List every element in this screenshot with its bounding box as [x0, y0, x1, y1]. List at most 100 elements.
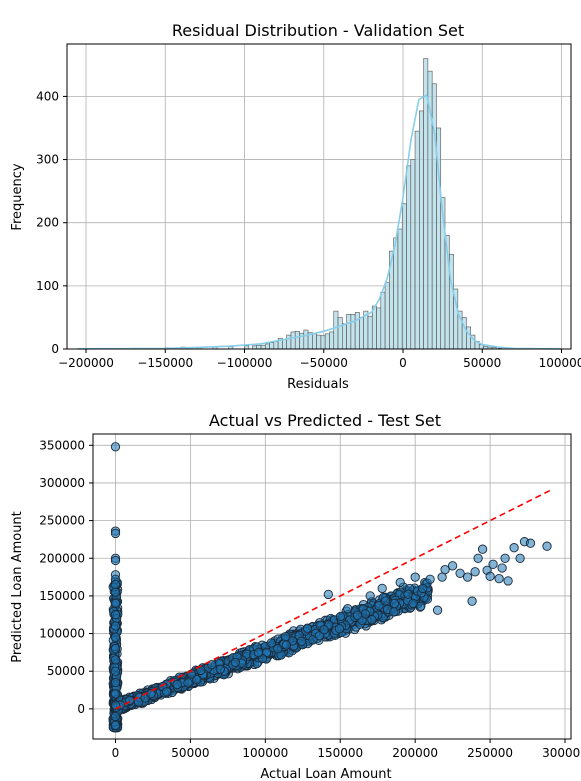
hist-plot-frame — [66, 43, 572, 350]
scatter-point — [389, 607, 399, 617]
scatter-point — [455, 568, 465, 578]
scatter-xtick-label: 100000 — [242, 746, 288, 760]
scatter-point — [253, 647, 264, 658]
hist-bar — [260, 344, 266, 350]
scatter-point — [110, 610, 121, 620]
hist-bar — [273, 341, 279, 350]
hist-bar — [346, 313, 352, 350]
scatter-point — [503, 576, 513, 586]
hist-xtick-label: −50000 — [300, 356, 348, 370]
hist-ytick-label: 300 — [36, 153, 59, 167]
scatter-point — [110, 555, 121, 566]
scatter-point — [110, 711, 121, 722]
hist-ytick-label: 0 — [51, 342, 59, 356]
scatter-point — [172, 679, 182, 690]
hist-ticks: −200000 −150000 −100000 −50000 0 50000 100000 0… — [36, 89, 581, 370]
hist-bar — [414, 130, 420, 350]
scatter-point — [273, 644, 283, 654]
scatter-point — [440, 564, 450, 575]
scatter-point — [367, 615, 377, 625]
hist-bar — [312, 333, 317, 350]
scatter-point — [467, 596, 477, 606]
scatter-ticks: 0 50000 100000 150000 200000 250000 300000 0 500… — [39, 438, 581, 760]
scatter-point — [266, 638, 276, 648]
scatter-point — [374, 601, 384, 611]
residual-histogram-chart: Residual Distribution - Validation Set −… — [10, 21, 581, 392]
scatter-plot-frame — [92, 433, 572, 740]
scatter-point — [110, 598, 121, 609]
scatter-point — [380, 596, 391, 606]
hist-bar — [376, 307, 382, 350]
hist-bar — [367, 315, 373, 350]
scatter-point — [408, 598, 418, 609]
hist-bar — [286, 334, 292, 350]
hist-bar — [359, 317, 364, 350]
scatter-point — [230, 657, 241, 668]
scatter-point — [389, 598, 400, 609]
hist-bar — [337, 317, 343, 350]
scatter-point — [110, 720, 121, 731]
hist-bar — [419, 110, 424, 350]
scatter-point — [432, 605, 443, 615]
hist-bar — [264, 343, 270, 350]
scatter-ytick-label: 100000 — [39, 627, 85, 641]
scatter-point — [334, 624, 345, 634]
scatter-point — [183, 678, 193, 688]
hist-bar — [401, 203, 407, 350]
hist-bar — [303, 329, 309, 350]
scatter-point — [473, 553, 483, 563]
scatter-ytick-label: 300000 — [39, 476, 85, 490]
scatter-point — [302, 623, 313, 633]
hist-xtick-label: 0 — [399, 356, 407, 370]
scatter-point — [110, 643, 121, 654]
hist-bar — [350, 313, 356, 350]
scatter-point — [110, 632, 121, 642]
hist-title: Residual Distribution - Validation Set — [172, 21, 464, 40]
hist-bar — [294, 331, 300, 350]
scatter-point — [497, 563, 507, 573]
hist-bar — [269, 342, 275, 350]
scatter-point — [110, 442, 121, 452]
hist-xtick-label: −200000 — [58, 356, 114, 370]
scatter-point — [494, 573, 504, 584]
hist-bar — [406, 165, 412, 350]
scatter-ytick-label: 350000 — [39, 438, 85, 452]
scatter-ytick-label: 250000 — [39, 514, 85, 528]
hist-bar — [423, 58, 429, 350]
scatter-point — [297, 636, 307, 646]
scatter-point — [403, 589, 413, 599]
scatter-point — [525, 538, 536, 548]
scatter-point — [314, 631, 325, 641]
hist-bar — [380, 291, 386, 350]
scatter-xtick-label: 0 — [112, 746, 120, 760]
hist-bar — [316, 334, 322, 350]
hist-bar — [256, 344, 262, 350]
scatter-ytick-label: 0 — [77, 702, 85, 716]
hist-bar — [290, 331, 296, 350]
scatter-point — [110, 528, 121, 539]
scatter-point — [410, 572, 420, 582]
hist-xtick-label: 100000 — [539, 356, 581, 370]
scatter-xtick-label: 250000 — [467, 746, 513, 760]
scatter-point — [488, 559, 498, 569]
hist-bar — [371, 305, 377, 350]
identity-reference-line — [115, 489, 551, 710]
scatter-point — [308, 635, 318, 645]
hist-bar — [466, 326, 471, 350]
scatter-point — [110, 689, 121, 699]
scatter-point — [500, 553, 510, 563]
scatter-point — [377, 583, 387, 594]
hist-ytick-label: 200 — [36, 216, 59, 230]
scatter-point — [110, 587, 121, 597]
scatter-points — [108, 442, 552, 733]
hist-ylabel: Frequency — [10, 163, 25, 230]
scatter-title: Actual vs Predicted - Test Set — [209, 411, 441, 430]
scatter-xtick-label: 150000 — [317, 746, 363, 760]
scatter-point — [477, 544, 488, 554]
hist-bar — [320, 335, 326, 350]
hist-grid — [67, 44, 571, 350]
scatter-point — [418, 583, 428, 594]
hist-bar — [354, 312, 360, 350]
hist-bar — [324, 333, 330, 350]
scatter-point — [395, 577, 405, 588]
